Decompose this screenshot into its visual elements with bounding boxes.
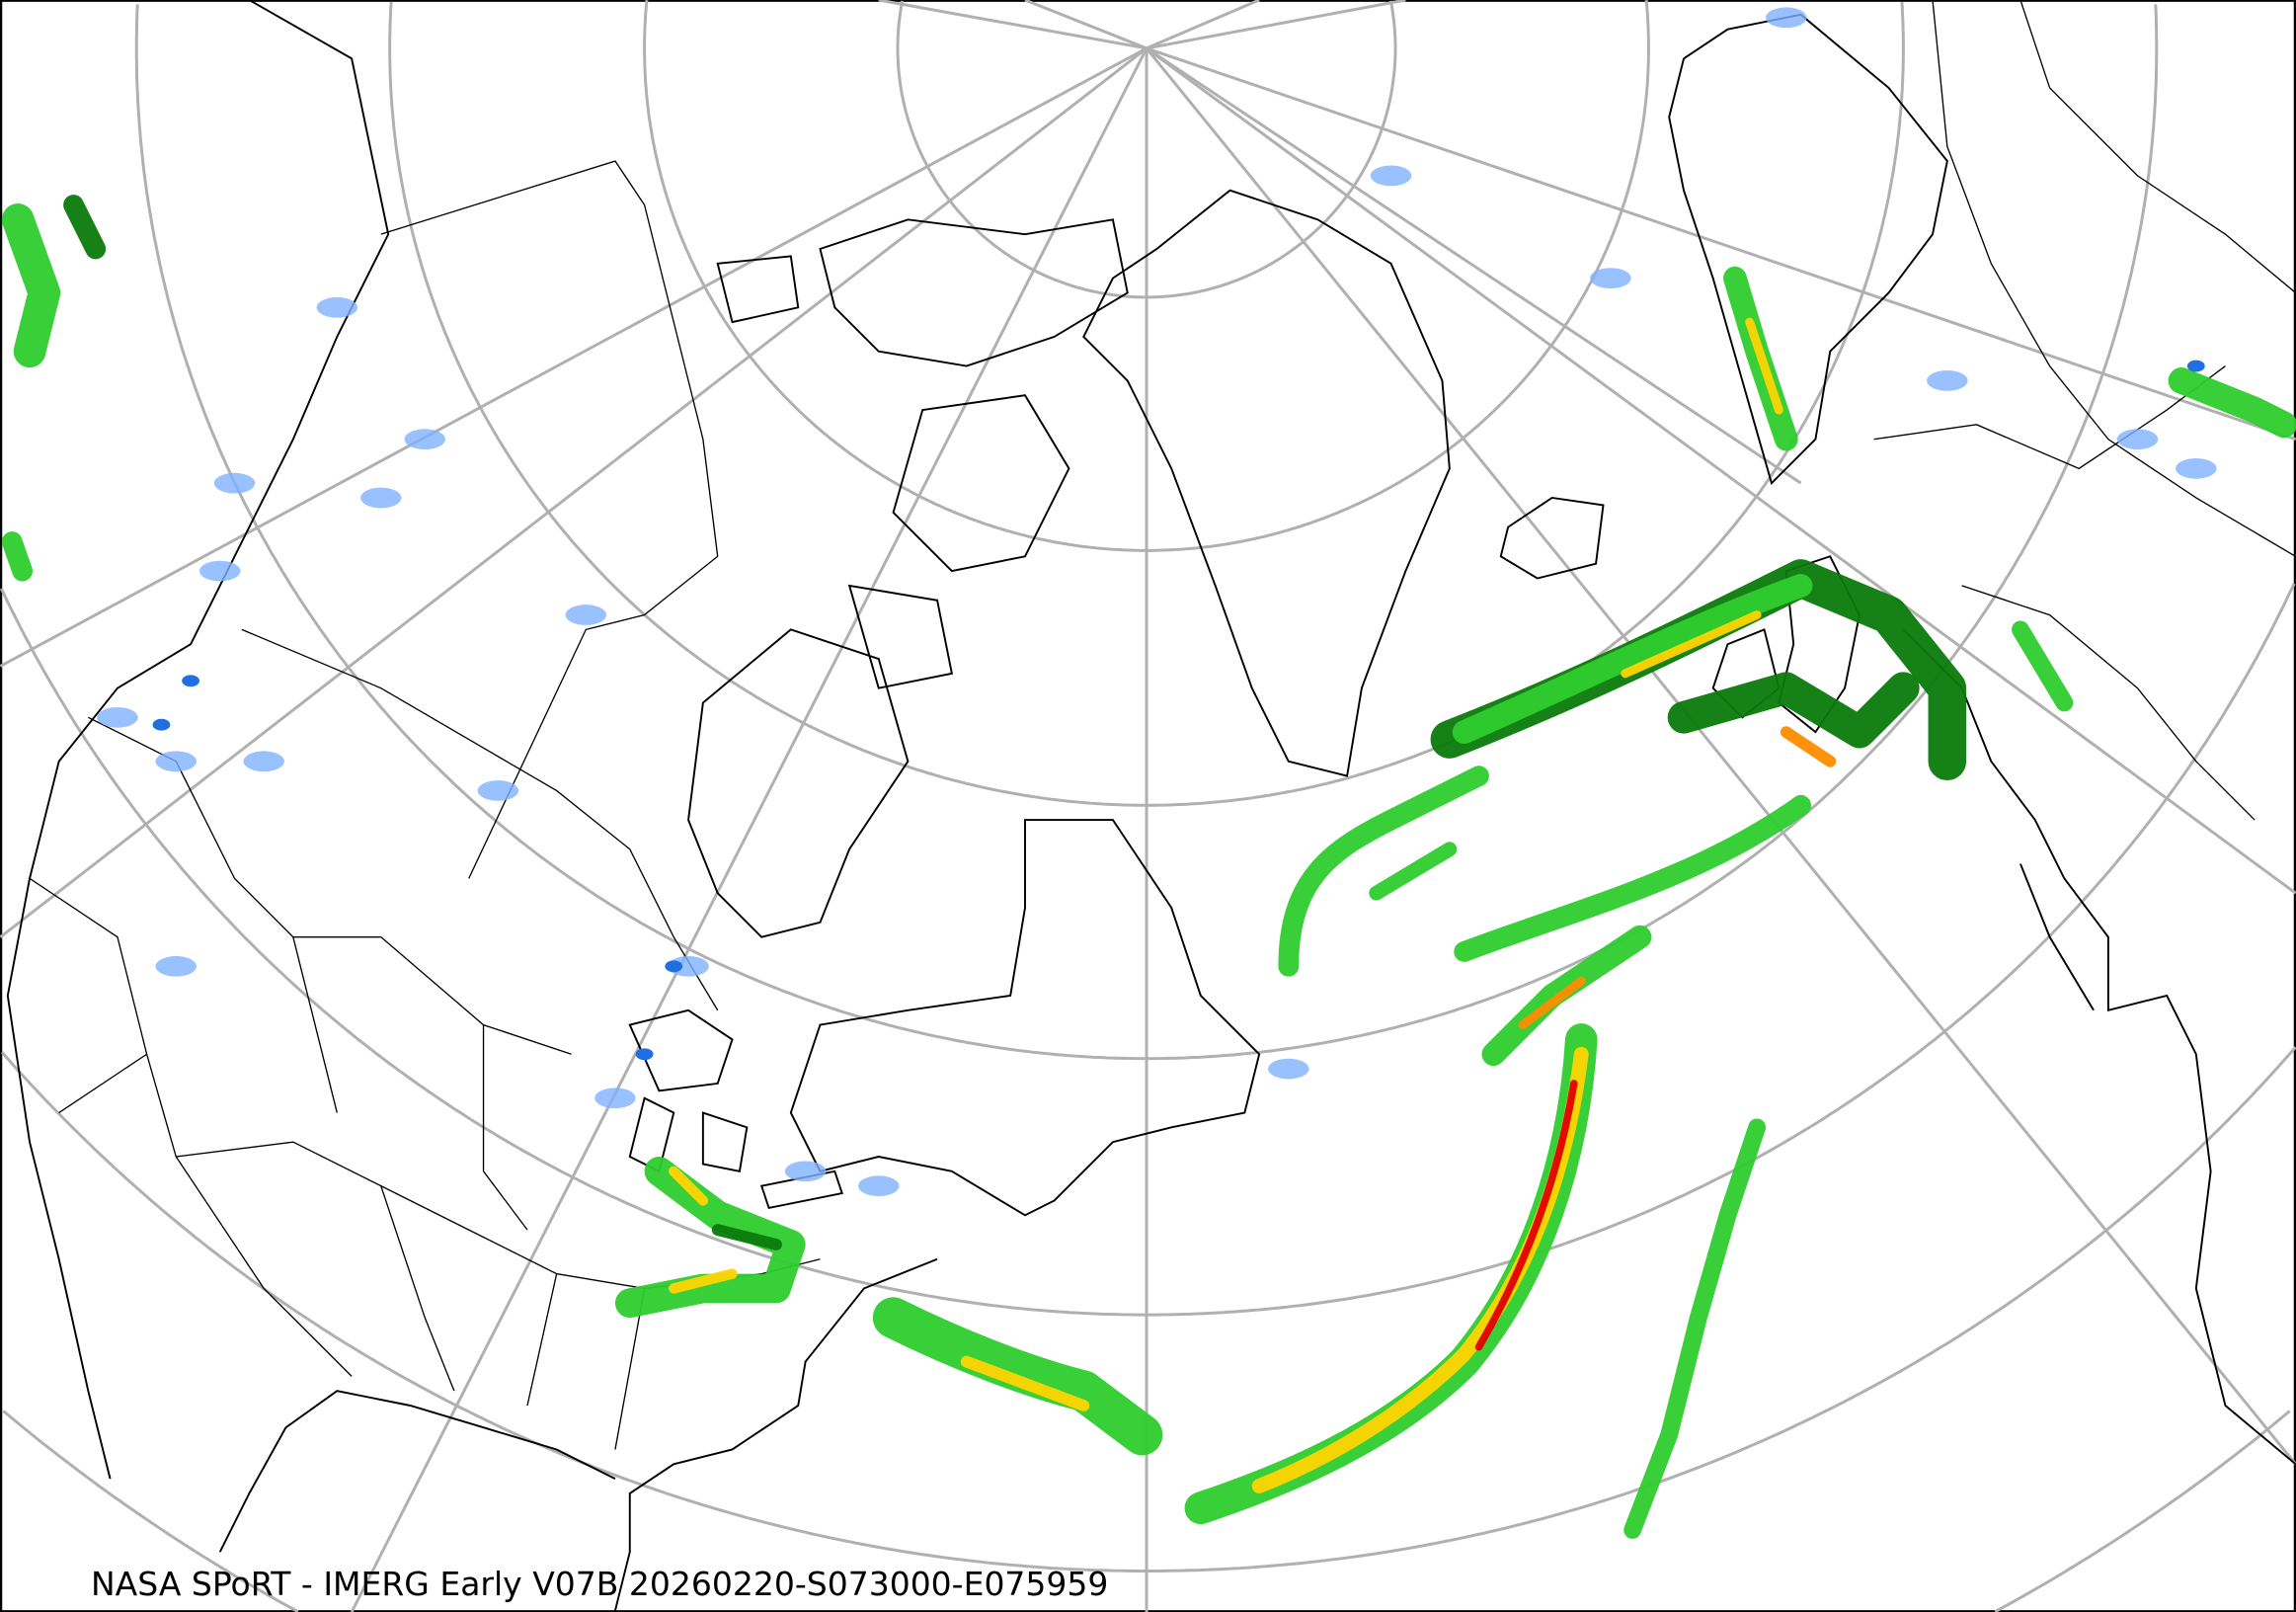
meridian-line [1024, 0, 1148, 50]
precip-core-mid-atlantic [1518, 976, 1586, 1030]
meridian-line [1146, 0, 1406, 50]
precip-band-north-atlantic [1452, 574, 1813, 745]
precipitation-overlay [1, 7, 2296, 1539]
precip-core-north-atlantic-south [1780, 726, 1837, 767]
light-precip-patch [594, 1088, 636, 1109]
light-precip-patch [2116, 429, 2159, 450]
country-borders [1873, 0, 2296, 821]
latitude-circle [643, 0, 1650, 552]
light-precip-patch [198, 560, 241, 582]
meridian-line [1146, 46, 2296, 895]
light-precip-patch [1927, 370, 1968, 391]
precip-band-biscay [2012, 620, 2074, 712]
west-coast [6, 0, 390, 1480]
light-precip-patch [665, 960, 683, 973]
meridian-line [878, 0, 1148, 50]
light-precip-patch [316, 296, 358, 318]
precip-band-ohio-valley [614, 1157, 806, 1319]
light-precip-patch [477, 780, 519, 801]
state-borders [29, 160, 821, 1450]
meridian-line [1145, 46, 2296, 1466]
arctic-islands-coast [716, 218, 1129, 689]
meridian-line [0, 46, 1148, 938]
labrador-coast [789, 819, 1261, 1217]
precip-band-spiral [1278, 766, 1489, 977]
precip-band-spiral-outer [1454, 794, 1811, 962]
latitude-circle [134, 4, 2159, 1061]
light-precip-patch [404, 429, 446, 450]
scandinavia-coast [1668, 13, 1948, 485]
precip-band-eastern-europe [2168, 367, 2296, 439]
light-precip-patch [2186, 360, 2205, 372]
precip-core-ohio-valley [669, 1166, 738, 1294]
meridian-line [1146, 46, 2296, 442]
light-precip-patch [243, 751, 284, 772]
light-precip-patch [1268, 1058, 1309, 1080]
precip-core-ohio-valley-dark [711, 1224, 782, 1250]
latitude-circle [0, 583, 2296, 1317]
precip-band-pacific [63, 195, 107, 260]
precip-band-east-atlantic [1623, 1118, 1767, 1539]
light-precip-patch [155, 955, 198, 977]
light-precip-patch [360, 487, 402, 509]
meridian-line [1146, 46, 1802, 485]
latitude-circle [388, 1, 1905, 807]
meridian-line [350, 47, 1148, 1612]
precip-band-pacific [1, 203, 61, 368]
light-precip-patch [182, 675, 199, 687]
light-precip-patch [152, 718, 171, 731]
east-coast [218, 1257, 938, 1611]
europe-coast [1902, 628, 2296, 1466]
light-precip-patch [565, 604, 607, 625]
precip-band-north-atlantic-south [1667, 672, 1920, 749]
light-precip-patch [858, 1175, 900, 1197]
precip-band-us-east-coast [872, 1297, 1163, 1456]
latitude-circle [2, 1410, 2291, 1612]
light-precip-patch [668, 955, 709, 977]
latitude-circle [0, 1046, 2296, 1572]
light-precip-patch [97, 706, 138, 728]
light-precip-patch [2176, 457, 2217, 479]
precip-band-spiral [1369, 842, 1458, 901]
light-precip-patch [213, 472, 256, 494]
light-precip-patch [635, 1048, 654, 1061]
light-precip-patch [1590, 268, 1631, 289]
light-precip-patch [1766, 7, 1807, 29]
precip-band-mid-atlantic [1481, 925, 1652, 1067]
light-precip-patch [1370, 165, 1412, 187]
light-precip-patch [784, 1161, 827, 1182]
map-caption: NASA SPoRT - IMERG Early V07B 20260220-S… [91, 1565, 1109, 1603]
light-precip-patch [155, 751, 198, 772]
iceland-coast [1499, 496, 1605, 580]
precip-core-us-east-coast [960, 1355, 1090, 1411]
precip-core-norway [1745, 317, 1783, 415]
precip-band-pacific [1, 531, 33, 582]
greenland-coast [1082, 189, 1451, 777]
meridian-line [0, 46, 1148, 668]
hudson-bay-coast [687, 628, 910, 938]
precip-core-north-atlantic [1621, 610, 1762, 679]
meridian-line [1146, 0, 1260, 50]
precip-cold-front-peak [1474, 1080, 1578, 1351]
